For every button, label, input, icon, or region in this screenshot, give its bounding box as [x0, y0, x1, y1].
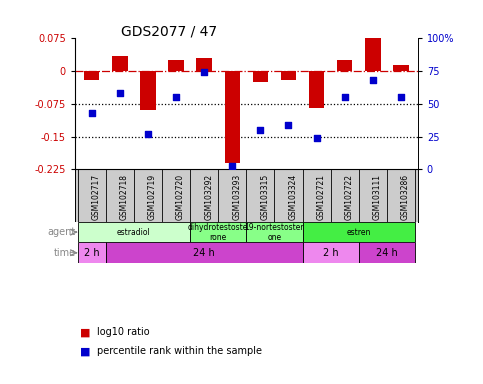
Bar [78, 222, 190, 242]
Text: GSM102718: GSM102718 [120, 174, 129, 220]
Text: GSM103286: GSM103286 [401, 174, 410, 220]
Point [116, 90, 124, 96]
Text: log10 ratio: log10 ratio [97, 327, 149, 337]
Text: GSM103324: GSM103324 [288, 174, 298, 220]
Bar [84, 71, 99, 80]
Text: estren: estren [347, 228, 371, 237]
Bar [253, 71, 268, 82]
Bar [78, 242, 106, 263]
Text: dihydrotestoste
rone: dihydrotestoste rone [188, 223, 248, 242]
Point [369, 77, 377, 83]
Bar [112, 56, 128, 71]
Text: agent: agent [47, 227, 75, 237]
Text: time: time [53, 248, 75, 258]
Bar [190, 222, 246, 242]
Bar [106, 242, 302, 263]
Point [256, 127, 264, 133]
Text: ■: ■ [80, 346, 90, 356]
Bar [140, 71, 156, 111]
Bar [225, 71, 240, 163]
Text: GDS2077 / 47: GDS2077 / 47 [121, 25, 217, 39]
Point [284, 122, 292, 128]
Text: estradiol: estradiol [117, 228, 151, 237]
Point [228, 162, 236, 169]
Bar [337, 60, 353, 71]
Text: ■: ■ [80, 327, 90, 337]
Point [144, 131, 152, 137]
Text: 2 h: 2 h [84, 248, 99, 258]
Text: 19-nortestoster
one: 19-nortestoster one [244, 223, 304, 242]
Bar [365, 38, 381, 71]
Text: GSM103111: GSM103111 [373, 174, 382, 220]
Text: GSM102719: GSM102719 [148, 174, 157, 220]
Point [397, 94, 405, 101]
Text: GSM102717: GSM102717 [92, 174, 101, 220]
Text: GSM102722: GSM102722 [345, 174, 354, 220]
Bar [169, 60, 184, 71]
Text: 2 h: 2 h [323, 248, 339, 258]
Text: GSM103293: GSM103293 [232, 174, 242, 220]
Text: percentile rank within the sample: percentile rank within the sample [97, 346, 262, 356]
Text: GSM102720: GSM102720 [176, 174, 185, 220]
Point [172, 94, 180, 101]
Bar [197, 58, 212, 71]
Bar [302, 222, 415, 242]
Bar [302, 242, 359, 263]
Bar [359, 242, 415, 263]
Text: GSM103292: GSM103292 [204, 174, 213, 220]
Bar [281, 71, 296, 80]
Text: 24 h: 24 h [376, 248, 398, 258]
Text: 24 h: 24 h [193, 248, 215, 258]
Point [88, 110, 96, 116]
Point [200, 70, 208, 76]
Point [341, 94, 349, 101]
Point [313, 135, 320, 141]
Bar [393, 65, 409, 71]
Bar [309, 71, 324, 108]
Text: GSM103315: GSM103315 [260, 174, 270, 220]
Bar [246, 222, 302, 242]
Text: GSM102721: GSM102721 [316, 174, 326, 220]
